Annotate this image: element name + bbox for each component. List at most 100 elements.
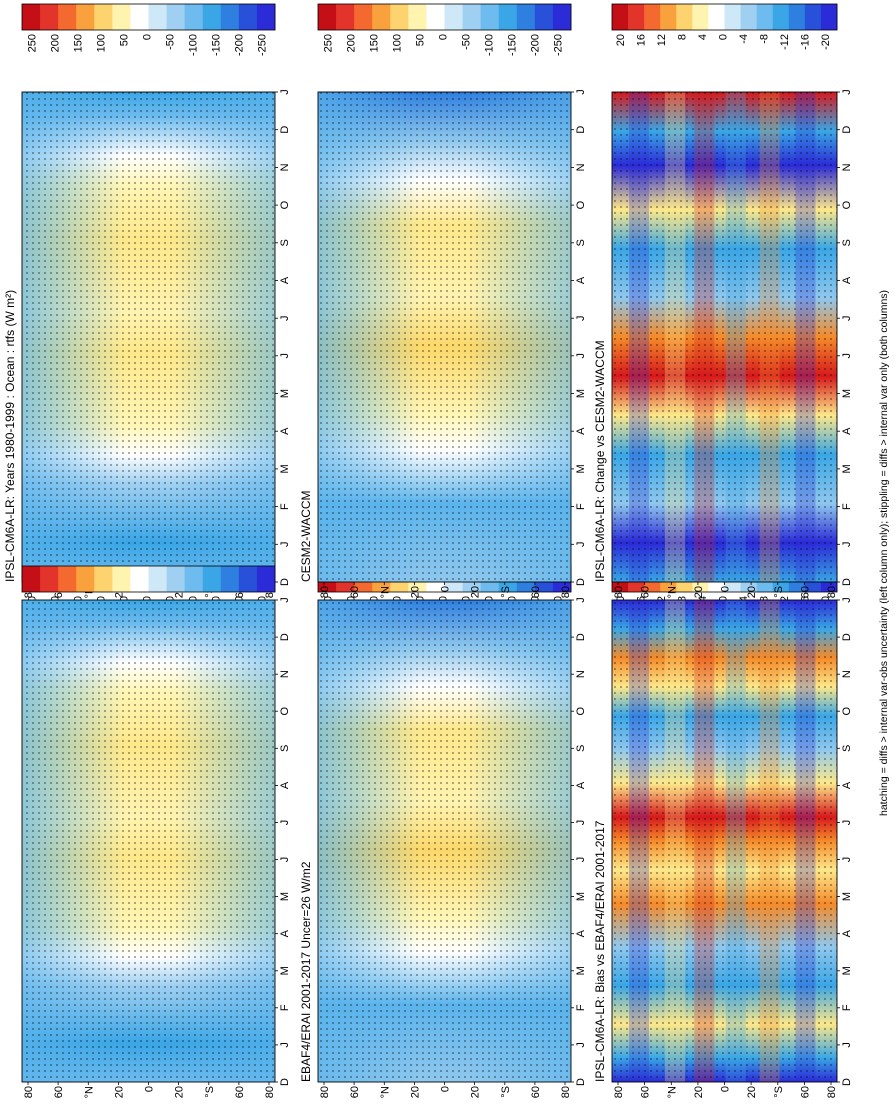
- colorbar-frame: [21, 565, 276, 593]
- month-tick-label: A: [279, 781, 291, 789]
- colorbar-tick-label: 0: [142, 596, 154, 602]
- colorbar-tick-label: 150: [369, 34, 381, 52]
- month-tick-label: J: [575, 1042, 587, 1048]
- colorbar-tick-label: 100: [392, 34, 404, 52]
- colorbar-swatch: [148, 4, 167, 30]
- colorbar-swatch: [390, 4, 409, 30]
- lat-tick-label: 0: [144, 1086, 156, 1092]
- colorbar-swatch: [112, 566, 131, 592]
- month-tick-label: J: [575, 315, 587, 321]
- lat-tick-label: 20: [693, 586, 705, 598]
- colorbar-tick-label: 0: [438, 596, 450, 602]
- colorbar-swatch: [76, 4, 95, 30]
- month-tick-label: A: [575, 781, 587, 789]
- month-tick-label: S: [575, 745, 587, 752]
- lat-tick-label: 20: [470, 586, 482, 598]
- month-tick-label: J: [841, 820, 853, 826]
- lat-tick-label: 20: [746, 586, 758, 598]
- lat-tick-label: 20: [470, 1086, 482, 1098]
- colorbar-tick-label: -16: [799, 34, 811, 50]
- month-tick-label: D: [575, 578, 587, 586]
- colorbar-tick-label: -250: [553, 34, 565, 56]
- colorbar-swatch: [516, 4, 536, 30]
- colorbar-swatch: [336, 4, 355, 30]
- month-tick-label: J: [575, 597, 587, 603]
- lat-tick-label: 60: [799, 1086, 811, 1098]
- lat-tick-label: °S: [500, 586, 512, 598]
- month-tick-label: N: [841, 163, 853, 171]
- lat-tick-label: 60: [640, 586, 652, 598]
- lat-tick-label: 60: [349, 1086, 361, 1098]
- month-tick-label: D: [575, 633, 587, 641]
- colorbar-tick-label: 250: [323, 34, 335, 52]
- lat-tick-label: 80: [23, 1086, 35, 1098]
- colorbar-swatch: [112, 4, 131, 30]
- panel-title: IPSL-CM6A-LR: Years 1980-1999 : Ocean : …: [3, 290, 17, 582]
- month-tick-label: M: [841, 464, 853, 473]
- month-tick-label: N: [279, 670, 291, 678]
- colorbar-tick-label: -250: [257, 34, 269, 56]
- colorbar-tick-label: 4: [697, 596, 709, 602]
- month-tick-label: N: [841, 670, 853, 678]
- stippling: [22, 92, 275, 582]
- panel-title: EBAF4/ERAI 2001-2017 Uncer=26 W/m2: [299, 861, 313, 1082]
- colorbar-swatch: [40, 4, 59, 30]
- month-tick-label: J: [841, 89, 853, 95]
- colorbar-tick-label: 50: [415, 34, 427, 46]
- month-tick-label: D: [279, 1078, 291, 1086]
- colorbar-swatch: [76, 566, 95, 592]
- colorbar-p4: 250 200 150 100 50 0 -50 -100 -150 -200 -250: [317, 3, 572, 56]
- colorbar-swatch: [238, 4, 258, 30]
- month-tick-label: S: [279, 239, 291, 246]
- colorbar-swatch: [130, 4, 149, 30]
- month-tick-label: M: [279, 892, 291, 901]
- colorbar-swatch: [408, 4, 427, 30]
- panel-title: IPSL-CM6A-LR: Bias vs EBAF4/ERAI 2001-20…: [593, 820, 607, 1082]
- month-tick-label: M: [279, 389, 291, 398]
- colorbar-swatch: [628, 4, 645, 30]
- month-tick-label: A: [279, 427, 291, 435]
- month-tick-label: J: [575, 353, 587, 359]
- month-tick-label: A: [841, 276, 853, 284]
- colorbar-swatch: [552, 4, 572, 30]
- lat-tick-label: 20: [693, 1086, 705, 1098]
- lat-tick-label: °N: [379, 1086, 391, 1098]
- month-tick-label: D: [279, 633, 291, 641]
- month-tick-label: O: [279, 200, 291, 209]
- colorbar-tick-label: -100: [188, 34, 200, 56]
- month-tick-label: J: [279, 857, 291, 863]
- lat-tick-label: °N: [83, 1086, 95, 1098]
- month-tick-label: A: [575, 427, 587, 435]
- month-tick-label: A: [841, 427, 853, 435]
- colorbar-tick-label: -8: [758, 34, 770, 44]
- lat-tick-label: 20: [174, 1086, 186, 1098]
- lat-tick-label: °N: [666, 586, 678, 598]
- colorbar-swatch: [166, 4, 186, 30]
- month-tick-label: J: [841, 857, 853, 863]
- colorbar-swatch: [724, 4, 741, 30]
- colorbar-swatch: [444, 4, 463, 30]
- stippling: [22, 600, 275, 1082]
- lat-tick-label: 80: [613, 1086, 625, 1098]
- month-tick-label: J: [575, 542, 587, 548]
- colorbar-tick-label: 150: [73, 34, 85, 52]
- month-tick-label: A: [841, 781, 853, 789]
- colorbar-swatch: [220, 566, 240, 592]
- month-tick-label: N: [575, 163, 587, 171]
- lat-tick-label: 20: [746, 1086, 758, 1098]
- lat-tick-label: 80: [319, 586, 331, 598]
- lat-tick-label: 60: [349, 586, 361, 598]
- month-tick-label: S: [841, 745, 853, 752]
- month-tick-label: M: [841, 389, 853, 398]
- colorbar-p1: 250 200 150 100 50 0 -50 -100 -150 -200 -250: [21, 3, 276, 56]
- colorbar-swatch: [22, 4, 41, 30]
- figure-footnote: hatching = diffs > internal var-obs unce…: [878, 290, 890, 816]
- lat-tick-label: 80: [264, 1086, 276, 1098]
- lat-tick-label: 60: [234, 1086, 246, 1098]
- month-tick-label: M: [841, 892, 853, 901]
- month-tick-label: A: [575, 929, 587, 937]
- month-tick-label: D: [841, 633, 853, 641]
- lat-tick-label: °N: [379, 586, 391, 598]
- month-tick-label: S: [575, 239, 587, 246]
